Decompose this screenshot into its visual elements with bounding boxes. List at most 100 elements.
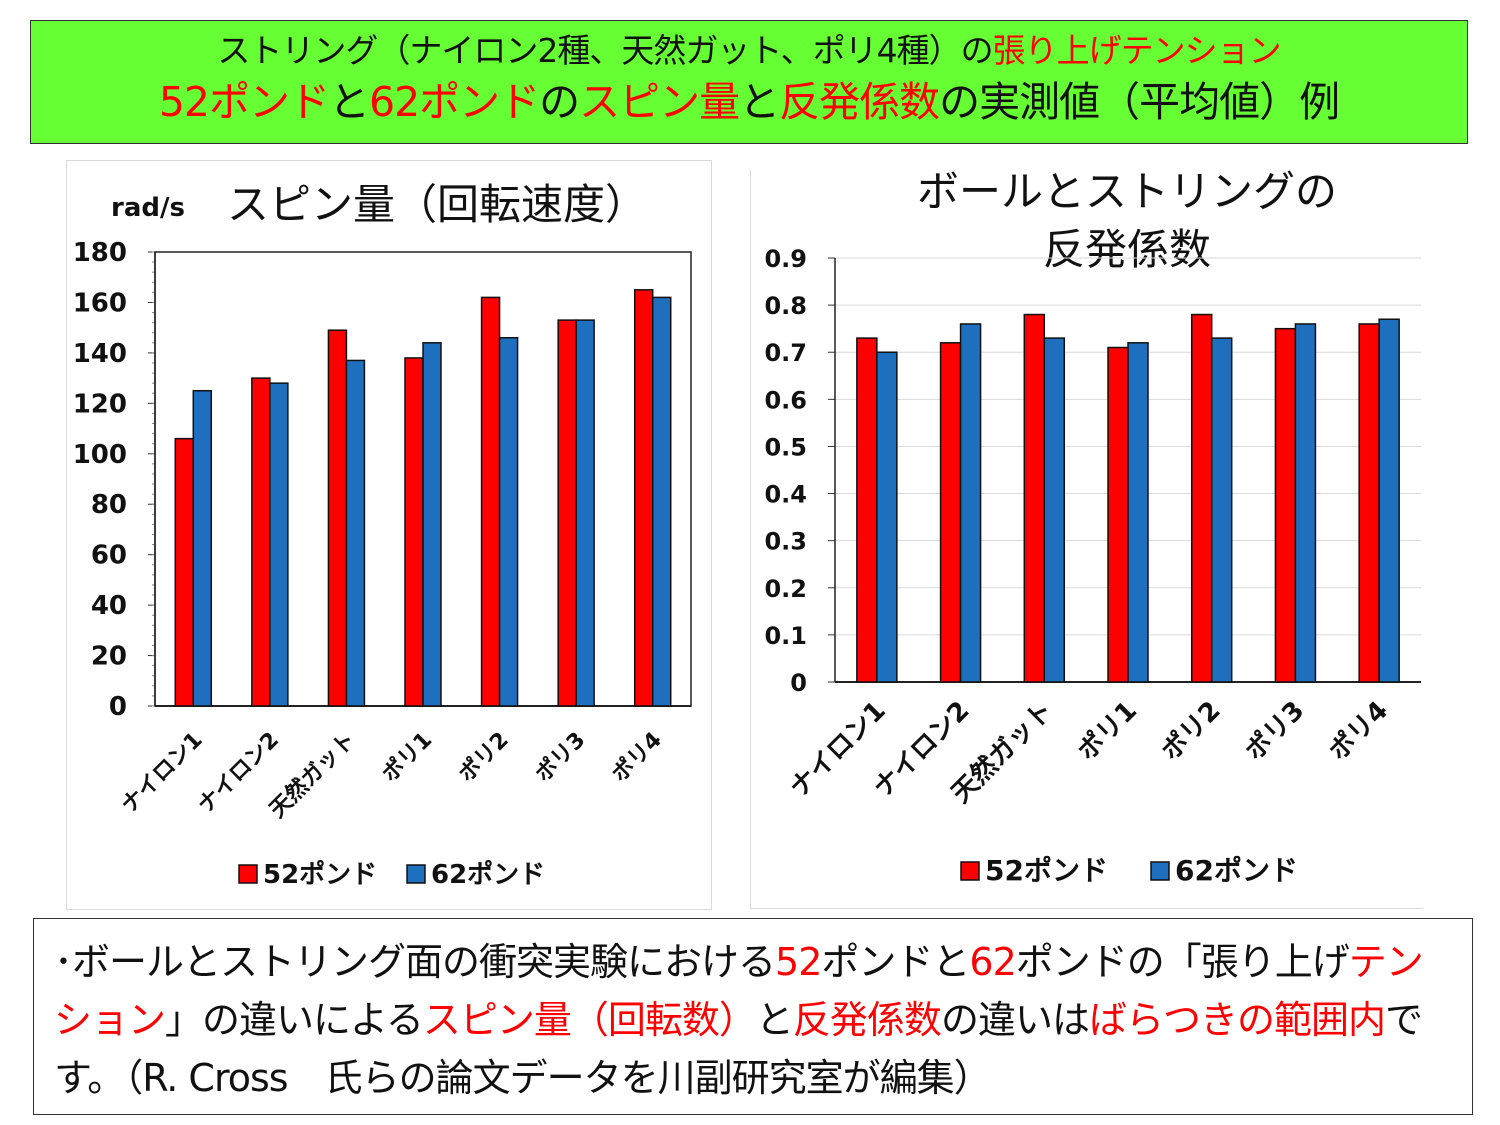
- spin-chart: スピン量（回転速度） rad/s 0 20 40 60 80 100 120 140 160 180 ナ…: [73, 180, 692, 890]
- highlight-text: テンション: [54, 940, 1424, 1042]
- text-segment: ･ボールとストリング面の衝突実験における: [54, 940, 776, 984]
- bar-52: [939, 342, 962, 683]
- spin-chart-panel: スピン量（回転速度） rad/s 0 20 40 60 80 100 120 140 160 180 ナ…: [66, 160, 712, 910]
- highlight-text: スピン量: [579, 78, 740, 126]
- text-segment: と: [329, 78, 370, 126]
- bar-62: [1210, 337, 1233, 683]
- legend-label: 52ポンド: [263, 859, 377, 890]
- text-segment: です。（R. Cross 氏らの論文データを川副研究室が編集）: [54, 998, 1423, 1100]
- bar-52: [404, 357, 424, 707]
- highlight-text: 62: [969, 940, 1016, 984]
- bar-62: [1043, 337, 1066, 683]
- y-tick-label: 0.4: [764, 481, 807, 509]
- text-segment: ポンドと: [821, 940, 970, 984]
- cor-chart-panel: ボールとストリングの 反発係数 0 0.1 0.2 0.3 0.4 0.5 0.6 0.7 0.8 0…: [750, 167, 1423, 909]
- x-tick-label: ポリ3: [530, 727, 590, 787]
- title-line-1: ストリング（ナイロン2種、天然ガット、ポリ4種）の張り上げテンション: [31, 33, 1467, 69]
- x-tick-label: ポリ3: [1239, 695, 1310, 766]
- legend-label: 62ポンド: [431, 859, 545, 890]
- x-tick-label: ポリ4: [607, 727, 667, 787]
- bar-62: [575, 319, 595, 707]
- bar-62: [345, 359, 366, 707]
- bar-62: [1378, 318, 1400, 683]
- y-axis-label: rad/s: [111, 193, 185, 223]
- chart-title: 反発係数: [1043, 225, 1211, 274]
- text-segment: の実測値（平均値）例: [939, 78, 1340, 126]
- text-segment: の違いは: [940, 998, 1090, 1042]
- bar-52: [1023, 313, 1046, 683]
- x-tick-label: ポリ2: [1155, 695, 1226, 766]
- bar-62: [959, 323, 982, 683]
- bar-62: [269, 382, 289, 707]
- bar-62: [651, 296, 672, 707]
- y-tick-label: 0.7: [764, 339, 807, 367]
- legend-swatch: [960, 861, 980, 881]
- y-tick-label: 0.6: [764, 386, 807, 414]
- y-tick-label: 120: [73, 389, 127, 419]
- y-tick-label: 180: [73, 238, 127, 268]
- y-tick-label: 100: [73, 440, 127, 470]
- y-tick-label: 40: [91, 591, 127, 621]
- text-segment: 」の違いによる: [165, 998, 424, 1042]
- bar-52: [1274, 327, 1297, 683]
- bar-52: [174, 437, 195, 707]
- y-tick-label: 140: [73, 339, 127, 369]
- bar-52: [557, 319, 577, 707]
- title-line-2: 52ポンドと62ポンドのスピン量と反発係数の実測値（平均値）例: [31, 77, 1467, 127]
- y-tick-label: 0: [790, 669, 807, 697]
- note-box: ･ボールとストリング面の衝突実験における52ポンドと62ポンドの「張り上げテンシ…: [33, 918, 1473, 1115]
- highlight-text: 張り上げテンション: [992, 31, 1282, 70]
- bar-52: [327, 329, 348, 707]
- highlight-text: 反発係数: [779, 78, 940, 126]
- bar-62: [1294, 323, 1317, 683]
- y-tick-label: 160: [73, 288, 127, 318]
- bar-62: [422, 342, 442, 707]
- y-tick-label: 0: [109, 692, 127, 722]
- text-segment: と: [755, 998, 794, 1042]
- y-tick-label: 0.9: [764, 245, 807, 273]
- highlight-text: 62ポンド: [369, 78, 540, 126]
- text-segment: と: [739, 78, 780, 126]
- legend-label: 62ポンド: [1175, 854, 1298, 887]
- bar-52: [1190, 313, 1213, 683]
- bar-52: [1107, 346, 1129, 683]
- bar-52: [251, 377, 271, 707]
- y-tick-label: 0.2: [764, 575, 807, 603]
- x-tick-label: ナイロン1: [117, 728, 208, 819]
- bar-52: [480, 296, 501, 707]
- highlight-text: 52: [775, 940, 822, 984]
- x-tick-label: ポリ2: [453, 727, 513, 787]
- legend-label: 52ポンド: [985, 854, 1108, 887]
- y-tick-label: 0.3: [764, 528, 807, 556]
- legend-swatch: [238, 864, 258, 884]
- bar-62: [192, 389, 213, 707]
- bar-62: [498, 337, 519, 707]
- y-tick-label: 60: [91, 541, 127, 571]
- x-tick-label: ポリ4: [1323, 695, 1394, 766]
- y-tick-label: 0.8: [764, 292, 807, 320]
- text-segment: の: [539, 78, 580, 126]
- title-banner: ストリング（ナイロン2種、天然ガット、ポリ4種）の張り上げテンション 52ポンド…: [30, 20, 1468, 144]
- chart-title: スピン量（回転速度）: [227, 180, 647, 229]
- highlight-text: ばらつきの範囲内: [1088, 998, 1386, 1042]
- y-tick-label: 0.5: [764, 433, 807, 461]
- y-tick-label: 0.1: [764, 622, 807, 650]
- bar-52: [633, 289, 654, 707]
- bar-52: [1358, 323, 1380, 683]
- bar-62: [1127, 342, 1149, 683]
- x-tick-label: ポリ1: [1071, 695, 1142, 766]
- text-segment: ストリング（ナイロン2種、天然ガット、ポリ4種）の: [217, 31, 993, 70]
- highlight-text: スピン量（回転数）: [422, 998, 757, 1042]
- bar-52: [856, 337, 878, 683]
- legend-swatch: [1150, 861, 1170, 881]
- text-segment: ポンドの「張り上げ: [1015, 940, 1350, 984]
- y-tick-label: 80: [91, 490, 127, 520]
- legend-swatch: [406, 864, 426, 884]
- highlight-text: 反発係数: [792, 998, 942, 1042]
- y-tick-label: 20: [91, 642, 127, 672]
- x-tick-label: ポリ1: [377, 727, 437, 787]
- bar-62: [876, 351, 898, 683]
- chart-title: ボールとストリングの: [917, 170, 1337, 216]
- highlight-text: 52ポンド: [158, 78, 330, 126]
